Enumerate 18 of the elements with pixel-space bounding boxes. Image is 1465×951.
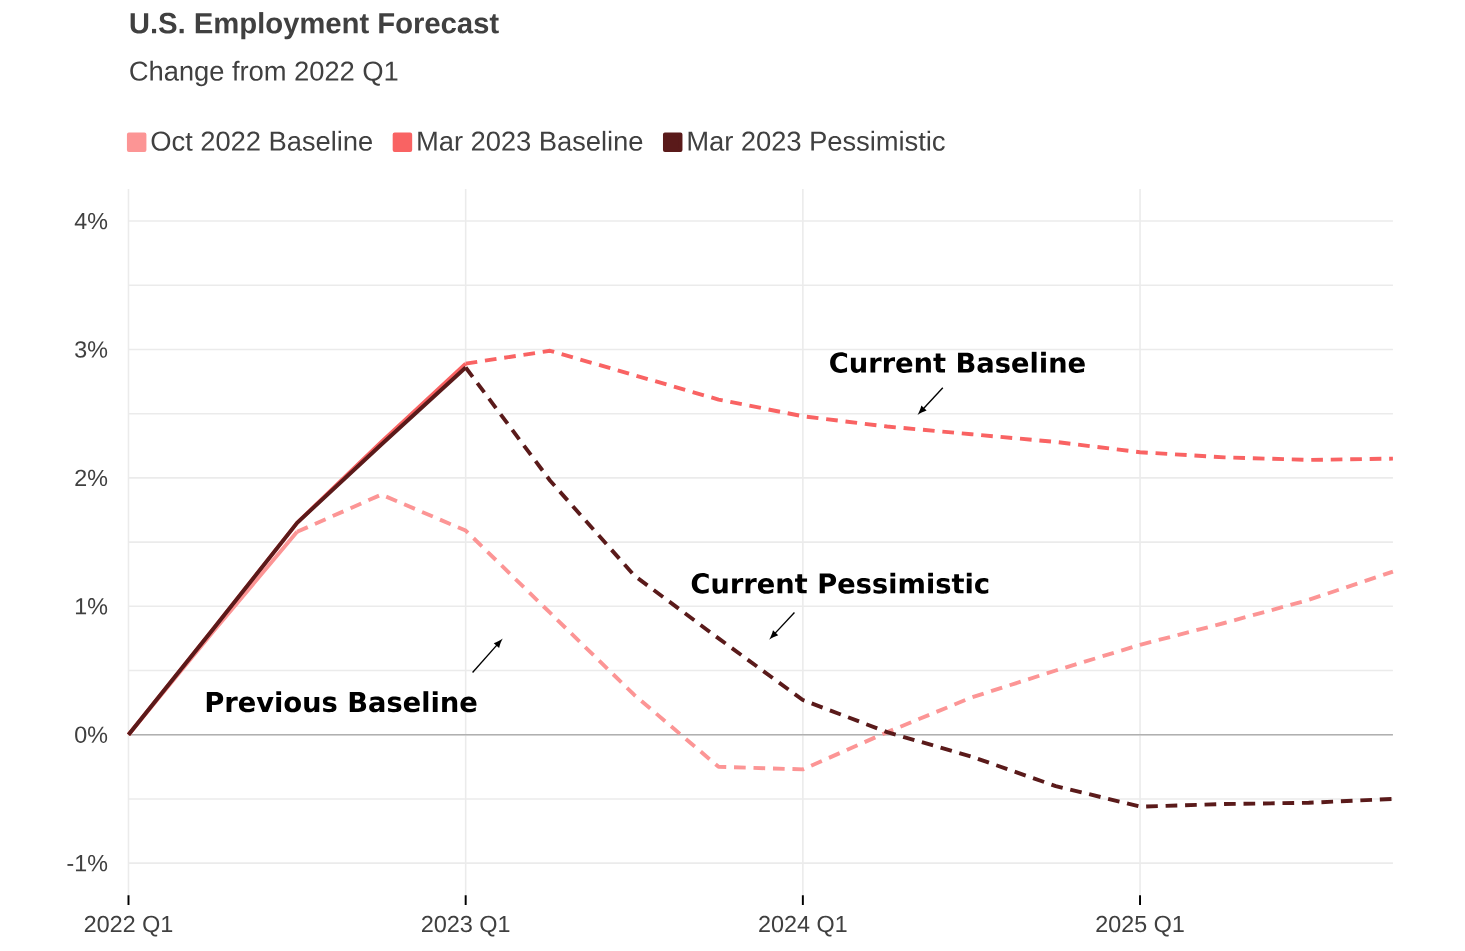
annotation: Current Pessimistic bbox=[691, 572, 989, 594]
x-tick-label: 2022 Q1 bbox=[84, 915, 173, 937]
y-tick-label: 3% bbox=[75, 341, 108, 358]
annotation: Current Baseline bbox=[830, 351, 1085, 374]
y-tick-label: 4% bbox=[74, 213, 108, 230]
x-tick-label: 2023 Q1 bbox=[421, 915, 510, 937]
y-tick-label: 2% bbox=[75, 469, 108, 487]
chart-title: U.S. Employment Forecast bbox=[130, 12, 499, 40]
y-tick-label: 1% bbox=[75, 598, 108, 615]
y-tick-label: -1% bbox=[67, 855, 108, 872]
x-tick-label: 2024 Q1 bbox=[759, 915, 847, 937]
chart-subtitle: Change from 2022 Q1 bbox=[130, 60, 398, 87]
x-tick-label: 2025 Q1 bbox=[1096, 915, 1184, 937]
legend-label: Oct 2022 Baseline bbox=[151, 130, 372, 151]
legend-label: Mar 2023 Pessimistic bbox=[688, 130, 945, 151]
annotation: Previous Baseline bbox=[206, 691, 477, 713]
legend-label: Mar 2023 Baseline bbox=[418, 130, 643, 151]
y-tick-label: 0% bbox=[75, 726, 108, 744]
